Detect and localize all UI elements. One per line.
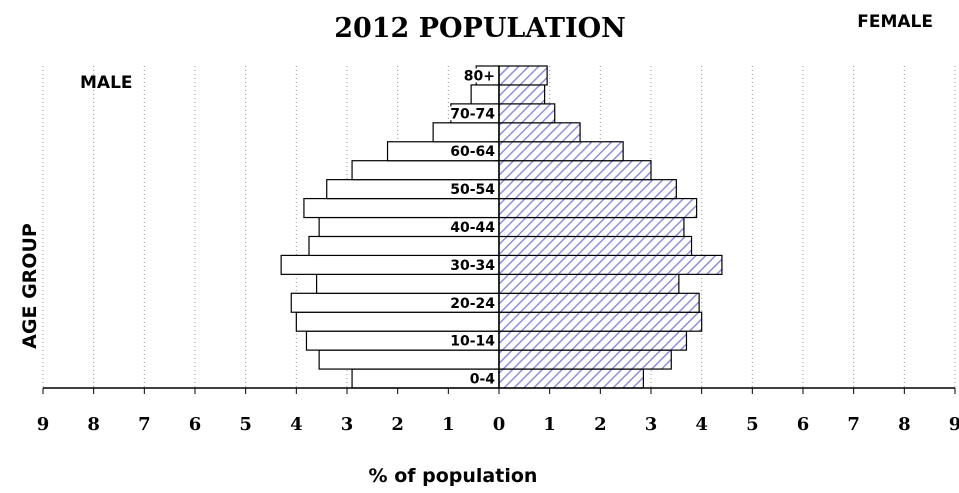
- x-tick-label: 1: [543, 414, 556, 435]
- male-bar-55-59: [351, 160, 500, 181]
- x-tick-label: 5: [239, 414, 252, 435]
- age-group-label: 50-54: [450, 182, 495, 198]
- female-bar-70-74: [498, 103, 556, 124]
- male-label: MALE: [80, 73, 133, 93]
- age-label-bg: [450, 257, 497, 272]
- female-bar-45-49: [498, 197, 698, 219]
- female-bar-20-24: [498, 292, 700, 313]
- female-bar-10-14: [498, 330, 688, 351]
- age-group-labels: 0-4 10-14 20-24 30-34 40-44 50-54 60-64 70-74 80…: [450, 68, 497, 388]
- x-tick-label: 1: [442, 414, 455, 435]
- age-label-bg: [467, 371, 497, 386]
- female-bar-5-9: [498, 349, 672, 370]
- age-label-bg: [450, 333, 497, 348]
- male-bar-35-39: [308, 235, 500, 257]
- x-tick-label: 3: [341, 414, 354, 435]
- age-label-bg: [450, 144, 497, 159]
- x-tick-label: 2: [391, 414, 404, 435]
- x-tick-label: 0: [493, 414, 506, 435]
- age-group-label: 70-74: [450, 106, 495, 122]
- female-bar-35-39: [498, 235, 693, 257]
- x-tick-label: 2: [594, 414, 607, 435]
- female-label: FEMALE: [857, 12, 933, 32]
- male-bar-25-29: [316, 273, 500, 294]
- x-tick-label: 4: [695, 414, 708, 435]
- x-tick-labels: 9 8 7 6 5 4 3 2 1 0 1 2 3 4 5 6 7 8 9: [37, 414, 959, 435]
- age-group-label: 20-24: [450, 296, 495, 312]
- female-bar-0-4: [498, 368, 644, 389]
- chart-title: 2012 POPULATION: [334, 13, 626, 44]
- x-tick-label: 8: [898, 414, 911, 435]
- male-bar-45-49: [303, 197, 500, 219]
- age-group-label: 10-14: [450, 334, 495, 350]
- age-group-label: 60-64: [450, 144, 495, 160]
- male-bar-65-69: [432, 122, 500, 143]
- female-bar-50-54: [498, 179, 677, 200]
- age-group-label: 80+: [464, 68, 495, 84]
- male-bar-75-79: [470, 84, 500, 105]
- male-bar-5-9: [318, 349, 500, 370]
- x-tick-label: 7: [138, 414, 151, 435]
- age-label-bg: [450, 106, 497, 121]
- female-bar-55-59: [498, 160, 652, 181]
- female-bar-80+: [498, 65, 548, 86]
- x-tick-label: 8: [87, 414, 100, 435]
- female-bar-60-64: [498, 141, 624, 162]
- x-tick-label: 6: [797, 414, 810, 435]
- age-group-label: 0-4: [470, 372, 496, 388]
- x-tick-label: 3: [645, 414, 658, 435]
- age-label-bg: [450, 182, 497, 197]
- y-axis-title: AGE GROUP: [19, 223, 41, 349]
- male-bar-15-19: [295, 311, 500, 332]
- female-bar-75-79: [498, 84, 546, 105]
- x-tick-label: 7: [847, 414, 860, 435]
- age-label-bg: [450, 295, 497, 310]
- age-group-label: 40-44: [450, 220, 495, 236]
- female-bar-15-19: [498, 311, 703, 332]
- female-bar-65-69: [498, 122, 581, 143]
- x-tick-label: 9: [37, 414, 50, 435]
- x-tick-label: 6: [189, 414, 202, 435]
- female-bar-40-44: [498, 216, 685, 238]
- female-bar-25-29: [498, 273, 680, 294]
- x-axis-title: % of population: [369, 465, 538, 487]
- x-tick-label: 5: [746, 414, 759, 435]
- age-label-bg: [467, 68, 497, 83]
- age-label-bg: [450, 220, 497, 234]
- x-tick-label: 4: [290, 414, 303, 435]
- x-axis: [42, 65, 956, 394]
- x-tick-label: 9: [949, 414, 959, 435]
- female-bar-30-34: [498, 254, 723, 275]
- age-group-label: 30-34: [450, 258, 495, 274]
